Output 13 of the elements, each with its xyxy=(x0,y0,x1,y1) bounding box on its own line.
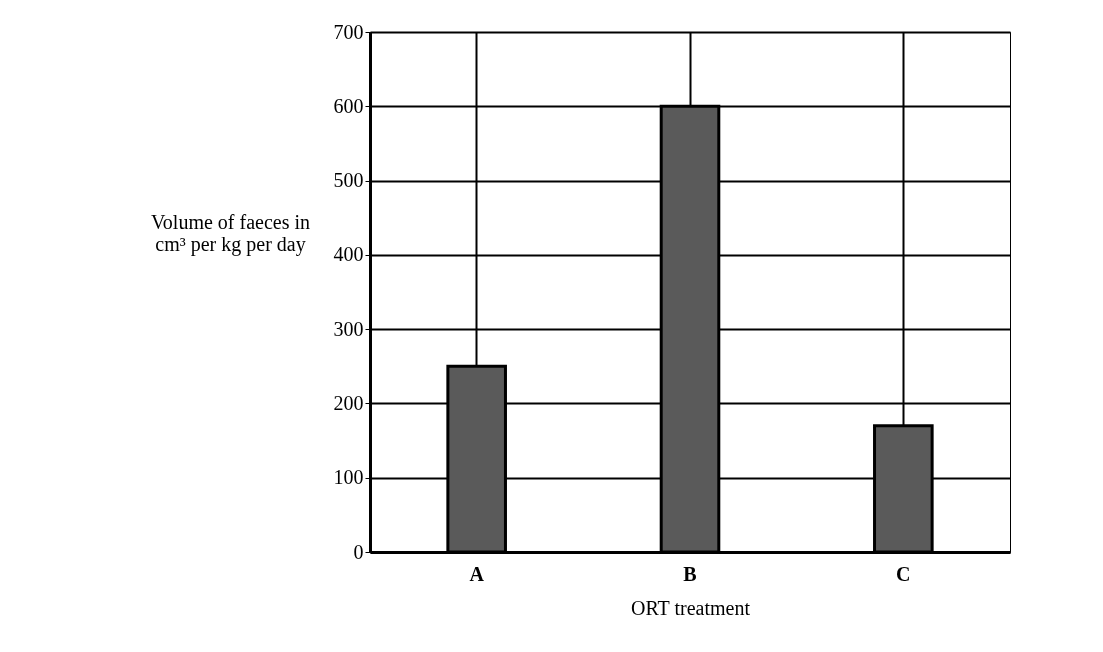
x-axis-title: ORT treatment xyxy=(631,596,751,619)
y-tick-label: 600 xyxy=(333,94,364,117)
y-tick-label: 100 xyxy=(333,466,364,489)
y-tick-label: 300 xyxy=(333,317,364,340)
y-tick-label: 200 xyxy=(333,391,364,414)
y-tick-label: 0 xyxy=(353,540,364,563)
x-tick-label: A xyxy=(469,562,485,585)
x-tick-label: B xyxy=(683,562,697,585)
y-axis-title: Volume of faeces in cm³ per kg per day xyxy=(150,210,311,256)
y-tick-label: 700 xyxy=(333,20,364,43)
y-tick-label: 400 xyxy=(333,243,364,266)
x-tick-label: C xyxy=(896,562,911,585)
y-tick-label: 500 xyxy=(333,169,364,192)
